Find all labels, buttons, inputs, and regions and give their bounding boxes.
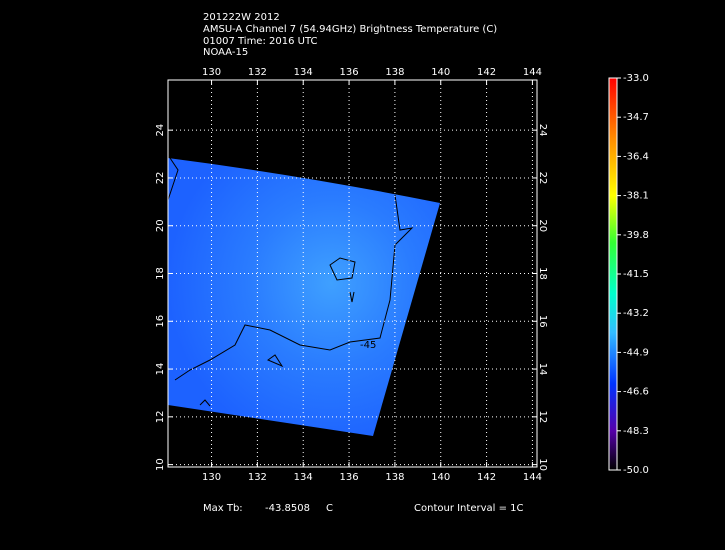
header-line: 01007 Time: 2016 UTC — [203, 36, 317, 47]
colorbar-label: -44.9 — [623, 347, 649, 358]
y-tick-label: 16 — [155, 315, 166, 328]
x-tick-label: 144 — [523, 67, 542, 78]
y-tick-label: 22 — [155, 172, 166, 185]
footer: Max Tb: -43.8508 C Contour Interval = 1C — [203, 503, 524, 514]
y-tick-label: 14 — [537, 363, 548, 376]
contour-label: -45 — [360, 340, 376, 351]
y-tick-label: 18 — [537, 267, 548, 280]
x-tick-label: 138 — [385, 67, 404, 78]
x-tick-label: 138 — [385, 472, 404, 483]
colorbar-label: -34.7 — [623, 112, 649, 123]
header-line: NOAA-15 — [203, 47, 248, 58]
y-tick-label: 24 — [537, 124, 548, 137]
colorbar-label: -48.3 — [623, 426, 649, 437]
colorbar-label: -46.6 — [623, 387, 649, 398]
x-tick-label: 134 — [294, 67, 313, 78]
x-tick-label: 140 — [431, 67, 450, 78]
satellite-swath — [168, 158, 440, 436]
colorbar-label: -36.4 — [623, 151, 649, 162]
y-tick-label: 12 — [155, 410, 166, 423]
y-tick-label: 22 — [537, 172, 548, 185]
colorbar-label: -39.8 — [623, 230, 649, 241]
header-line: 201222W 2012 — [203, 12, 280, 23]
y-tick-label: 24 — [155, 124, 166, 137]
header-line: AMSU-A Channel 7 (54.94GHz) Brightness T… — [203, 24, 497, 35]
y-tick-label: 10 — [537, 458, 548, 471]
y-tick-label: 20 — [155, 219, 166, 232]
footer-interval: Contour Interval = 1C — [414, 503, 524, 514]
colorbar-label: -50.0 — [623, 465, 649, 476]
x-tick-label: 132 — [248, 472, 267, 483]
x-tick-label: 144 — [523, 472, 542, 483]
x-tick-label: 132 — [248, 67, 267, 78]
colorbar-label: -33.0 — [623, 73, 649, 84]
footer-value: -43.8508 — [265, 503, 310, 514]
colorbar-label: -38.1 — [623, 191, 649, 202]
x-tick-label: 142 — [477, 472, 496, 483]
contour-lines — [167, 157, 414, 407]
footer-unit: C — [326, 503, 333, 514]
x-tick-label: 142 — [477, 67, 496, 78]
y-tick-label: 14 — [155, 363, 166, 376]
y-tick-label: 12 — [537, 410, 548, 423]
colorbar-label: -43.2 — [623, 308, 649, 319]
y-tick-label: 18 — [155, 267, 166, 280]
x-tick-label: 140 — [431, 472, 450, 483]
x-tick-label: 136 — [340, 67, 359, 78]
colorbar-label: -41.5 — [623, 269, 649, 280]
x-tick-label: 130 — [202, 67, 221, 78]
y-tick-label: 16 — [537, 315, 548, 328]
footer-label: Max Tb: — [203, 503, 243, 514]
header: 201222W 2012 AMSU-A Channel 7 (54.94GHz)… — [203, 12, 497, 58]
x-tick-label: 134 — [294, 472, 313, 483]
colorbar — [608, 77, 618, 471]
y-tick-label: 20 — [537, 219, 548, 232]
x-tick-label: 130 — [202, 472, 221, 483]
x-tick-label: 136 — [340, 472, 359, 483]
y-tick-label: 10 — [155, 458, 166, 471]
